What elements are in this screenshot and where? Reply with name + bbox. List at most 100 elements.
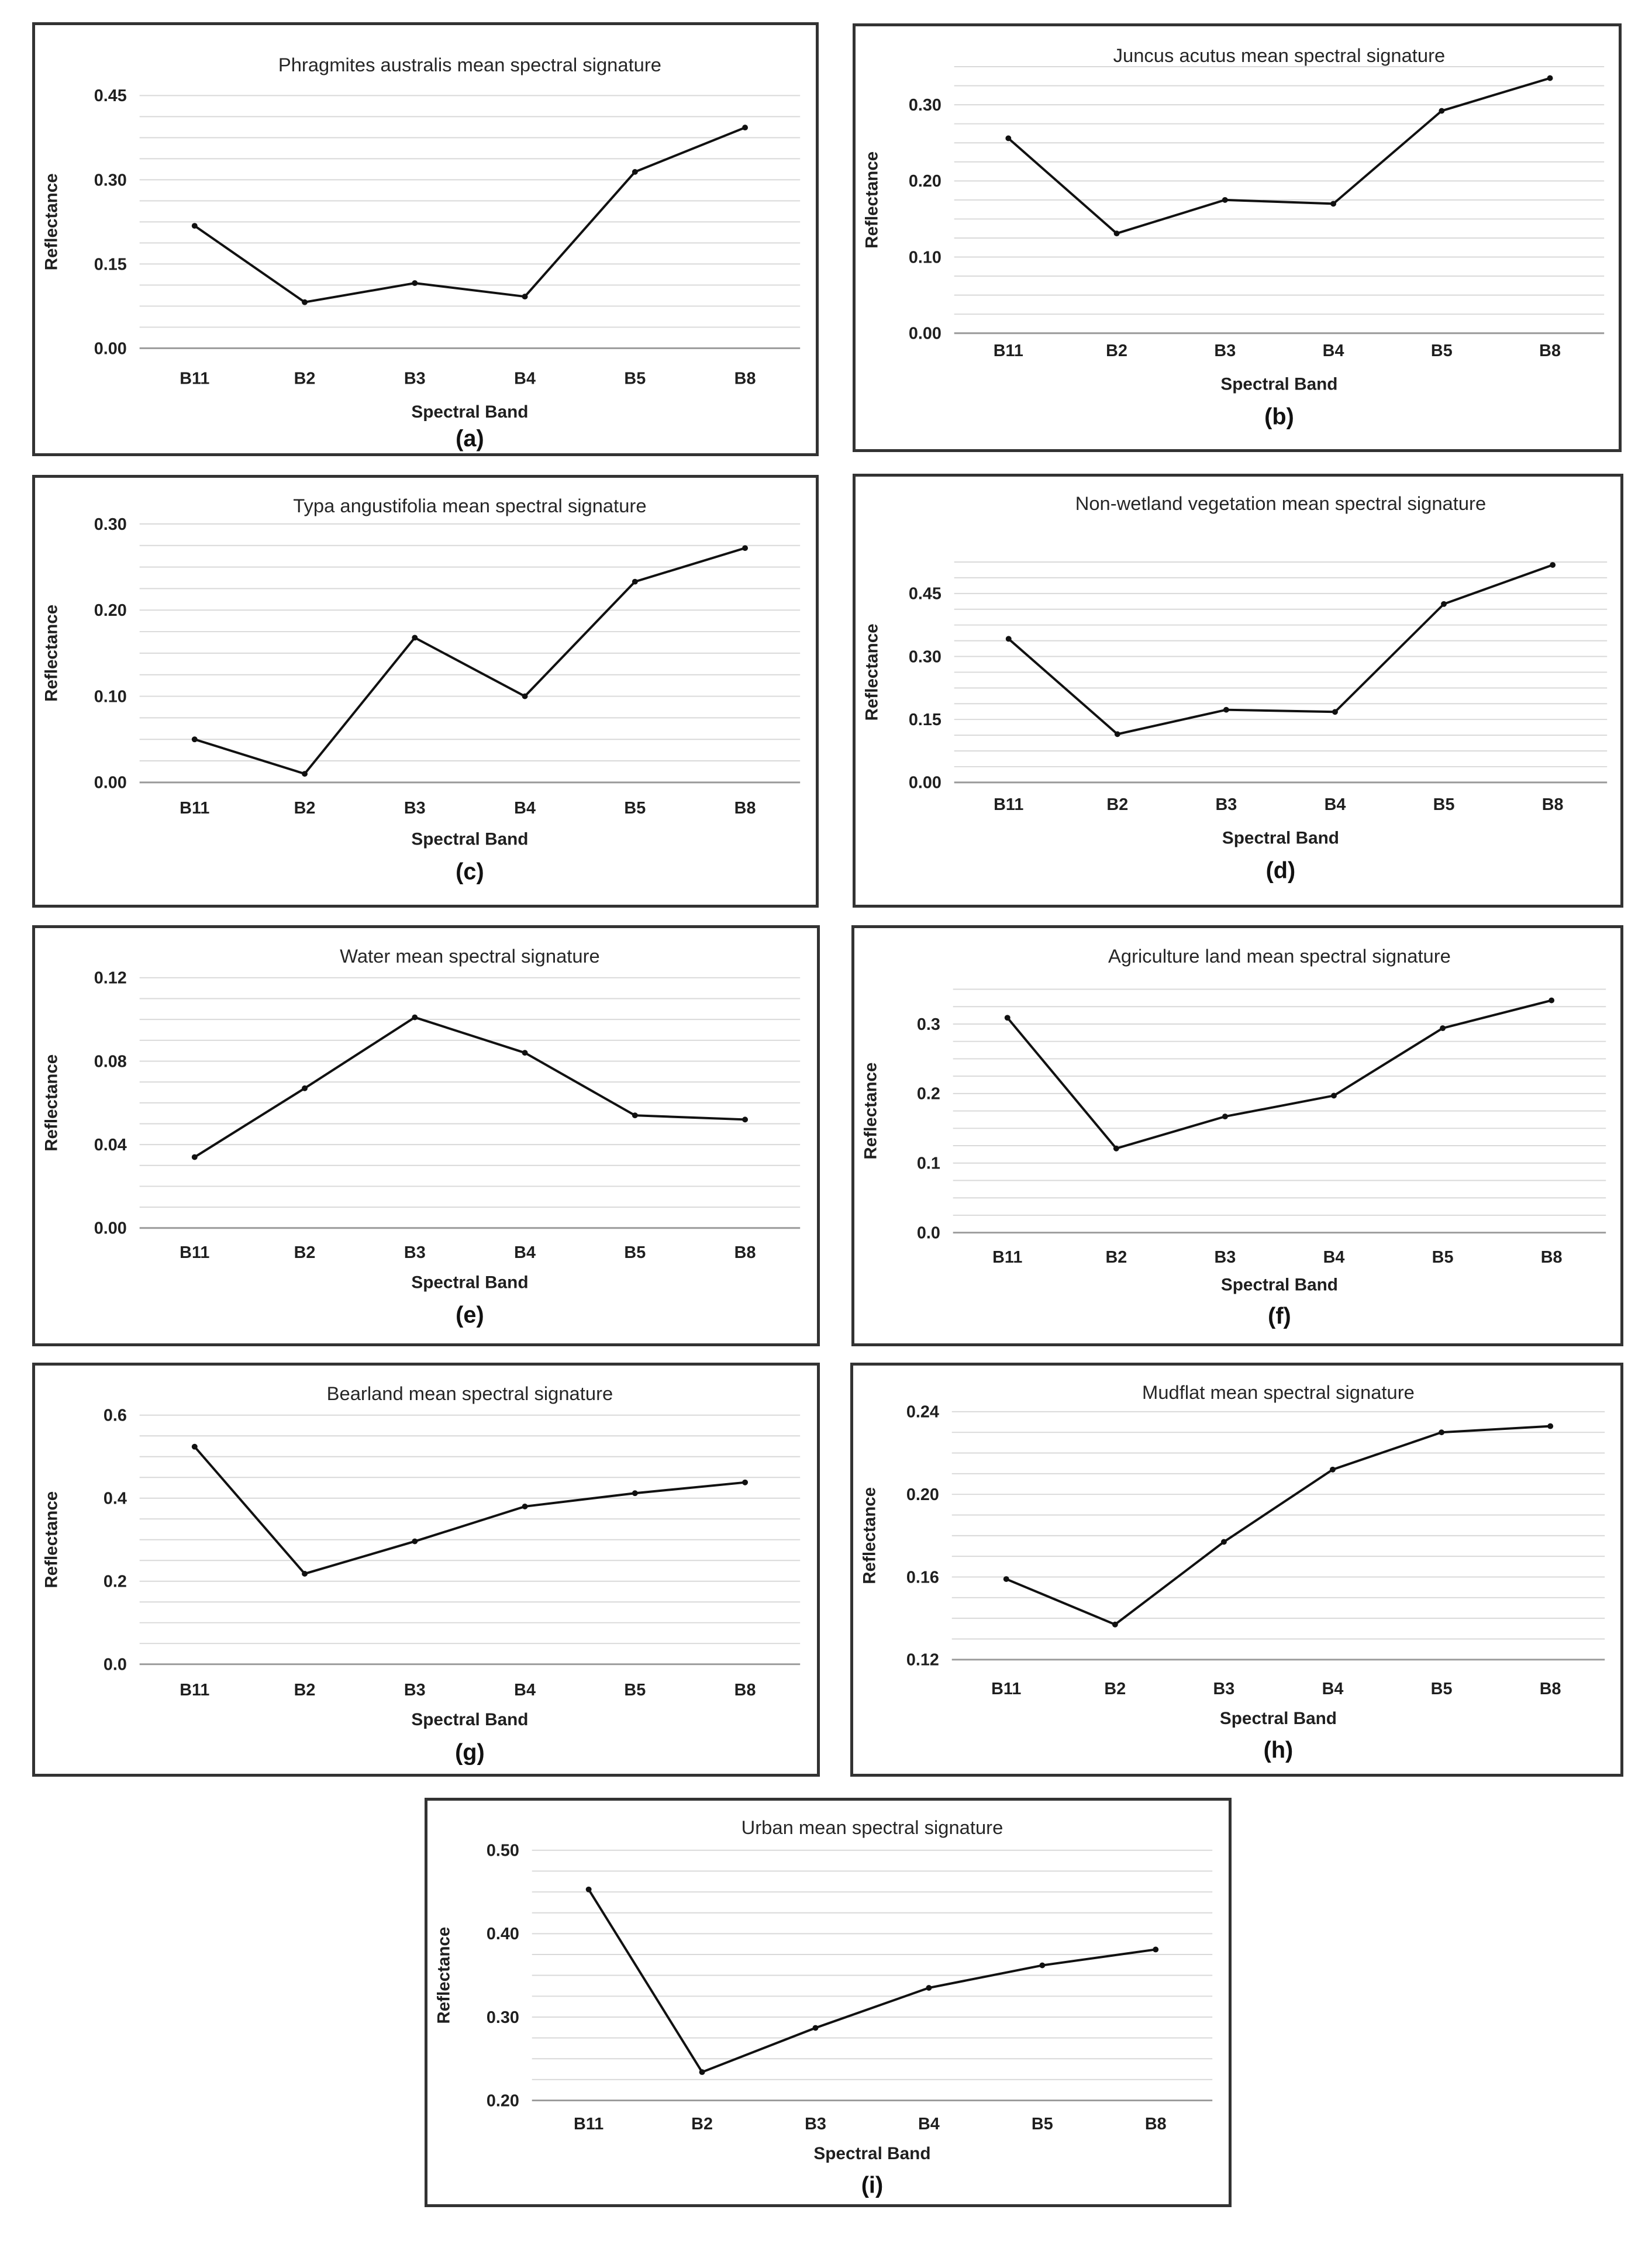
y-tick-label: 0.10 bbox=[909, 248, 941, 267]
x-tick-label: B2 bbox=[1105, 1248, 1127, 1267]
y-axis-label: Reflectance bbox=[860, 1487, 880, 1584]
x-tick-label: B11 bbox=[994, 342, 1023, 360]
x-tick-label: B4 bbox=[514, 799, 536, 818]
y-tick-label: 0.20 bbox=[94, 601, 127, 620]
x-tick-label: B3 bbox=[404, 370, 426, 388]
chart-panel-b: Juncus acutus mean spectral signature 0.0… bbox=[853, 23, 1622, 452]
series-line bbox=[194, 1016, 746, 1159]
data-point bbox=[1550, 562, 1556, 568]
x-tick-label: B5 bbox=[624, 799, 646, 818]
y-tick-label: 0.3 bbox=[917, 1015, 940, 1034]
x-tick-label: B3 bbox=[404, 1681, 426, 1700]
x-tick-label: B3 bbox=[404, 1243, 426, 1262]
x-tick-label: B8 bbox=[1539, 342, 1561, 360]
x-tick-label: B5 bbox=[1432, 1248, 1454, 1267]
data-point bbox=[1332, 709, 1338, 715]
chart-title: Urban mean spectral signature bbox=[741, 1816, 1003, 1838]
chart-panel-g: Bearland mean spectral signature 0.0 0.2 0.… bbox=[32, 1363, 820, 1777]
x-tick-label: B5 bbox=[1433, 795, 1455, 814]
x-tick-label: B8 bbox=[1542, 795, 1564, 814]
data-point bbox=[1439, 108, 1445, 114]
x-tick-label: B11 bbox=[180, 370, 209, 388]
x-tick-label: B5 bbox=[1431, 342, 1453, 360]
panel-label: (f) bbox=[1268, 1304, 1291, 1329]
y-tick-label: 0.45 bbox=[94, 87, 127, 105]
data-point bbox=[699, 2069, 705, 2076]
x-tick-label: B8 bbox=[1541, 1248, 1563, 1267]
y-tick-label: 0.0 bbox=[104, 1656, 127, 1674]
y-tick-label: 0.1 bbox=[917, 1154, 940, 1173]
data-point bbox=[1331, 1092, 1337, 1099]
data-point bbox=[1039, 1962, 1046, 1969]
data-point bbox=[522, 1504, 528, 1509]
chart-title: Phragmites australis mean spectral signa… bbox=[278, 54, 661, 75]
y-tick-label: 0.0 bbox=[917, 1224, 940, 1243]
x-tick-label: B4 bbox=[918, 2115, 940, 2133]
y-tick-label: 0.04 bbox=[94, 1136, 127, 1154]
chart-title: Juncus acutus mean spectral signature bbox=[1113, 44, 1446, 66]
y-tick-label: 0.30 bbox=[909, 647, 941, 666]
x-tick-label: B11 bbox=[180, 1243, 209, 1262]
panel-label: (d) bbox=[1266, 858, 1296, 884]
y-tick-label: 0.50 bbox=[487, 1842, 519, 1860]
x-tick-label: B2 bbox=[691, 2115, 713, 2133]
x-tick-label: B5 bbox=[624, 1681, 646, 1700]
y-tick-label: 0.20 bbox=[909, 172, 941, 191]
chart-svg: Water mean spectral signature 0.00 0.04 0.0… bbox=[42, 945, 801, 1328]
data-point bbox=[522, 294, 528, 300]
y-tick-label: 0.30 bbox=[487, 2008, 519, 2027]
x-tick-label: B2 bbox=[294, 370, 316, 388]
y-tick-label: 0.00 bbox=[94, 774, 127, 792]
x-axis-label: Spectral Band bbox=[1220, 1709, 1337, 1728]
data-point bbox=[412, 635, 418, 641]
data-point bbox=[412, 1538, 418, 1545]
x-tick-label: B11 bbox=[992, 1248, 1022, 1267]
data-point bbox=[632, 1490, 638, 1497]
series-line bbox=[1005, 1425, 1551, 1626]
chart-svg: Non-wetland vegetation mean spectral sig… bbox=[863, 492, 1608, 884]
chart-svg: Urban mean spectral signature 0.20 0.30 0.4… bbox=[434, 1816, 1213, 2198]
series-line bbox=[1008, 564, 1553, 736]
y-tick-label: 0.20 bbox=[906, 1485, 939, 1504]
chart-svg: Typa angustifolia mean spectral signatur… bbox=[42, 495, 801, 885]
x-tick-label: B8 bbox=[734, 1681, 756, 1700]
data-point bbox=[1222, 197, 1228, 203]
series-line bbox=[194, 547, 746, 775]
y-tick-label: 0.45 bbox=[909, 585, 941, 604]
x-tick-label: B3 bbox=[1213, 1680, 1235, 1698]
x-tick-label: B3 bbox=[1216, 795, 1237, 814]
y-tick-label: 0.15 bbox=[94, 255, 127, 274]
y-tick-label: 0.00 bbox=[94, 1219, 127, 1238]
data-point bbox=[1220, 1539, 1227, 1545]
x-tick-label: B2 bbox=[294, 1243, 316, 1262]
data-point bbox=[1153, 1946, 1159, 1953]
series-line bbox=[587, 1888, 1156, 2074]
data-point bbox=[1440, 1025, 1446, 1032]
chart-panel-a: Phragmites australis mean spectral signa… bbox=[32, 22, 819, 456]
y-tick-label: 0.30 bbox=[94, 515, 127, 534]
chart-panel-h: Mudflat mean spectral signature 0.12 0.16 0… bbox=[850, 1363, 1623, 1777]
x-tick-label: B11 bbox=[574, 2115, 603, 2133]
x-tick-label: B4 bbox=[1325, 795, 1346, 814]
x-tick-label: B2 bbox=[1106, 795, 1128, 814]
chart-svg: Phragmites australis mean spectral signa… bbox=[42, 54, 801, 451]
y-axis-label: Reflectance bbox=[861, 1063, 881, 1160]
y-tick-label: 0.2 bbox=[917, 1085, 940, 1104]
series-line bbox=[194, 1446, 746, 1576]
panel-label: (b) bbox=[1264, 404, 1294, 430]
data-point bbox=[191, 1154, 198, 1160]
x-tick-label: B8 bbox=[734, 799, 756, 818]
panel-label: (g) bbox=[455, 1739, 485, 1765]
y-axis-label: Reflectance bbox=[434, 1927, 454, 2024]
x-tick-label: B4 bbox=[1322, 1680, 1344, 1698]
data-point bbox=[191, 223, 198, 229]
y-axis-label: Reflectance bbox=[863, 151, 882, 249]
x-axis-label: Spectral Band bbox=[1221, 1275, 1338, 1294]
data-point bbox=[1547, 75, 1553, 81]
data-point bbox=[1004, 1015, 1010, 1021]
x-tick-label: B3 bbox=[404, 799, 426, 818]
x-tick-label: B3 bbox=[805, 2115, 826, 2133]
x-tick-label: B2 bbox=[294, 799, 316, 818]
y-tick-label: 0.00 bbox=[909, 325, 941, 343]
x-tick-label: B8 bbox=[1145, 2115, 1167, 2133]
